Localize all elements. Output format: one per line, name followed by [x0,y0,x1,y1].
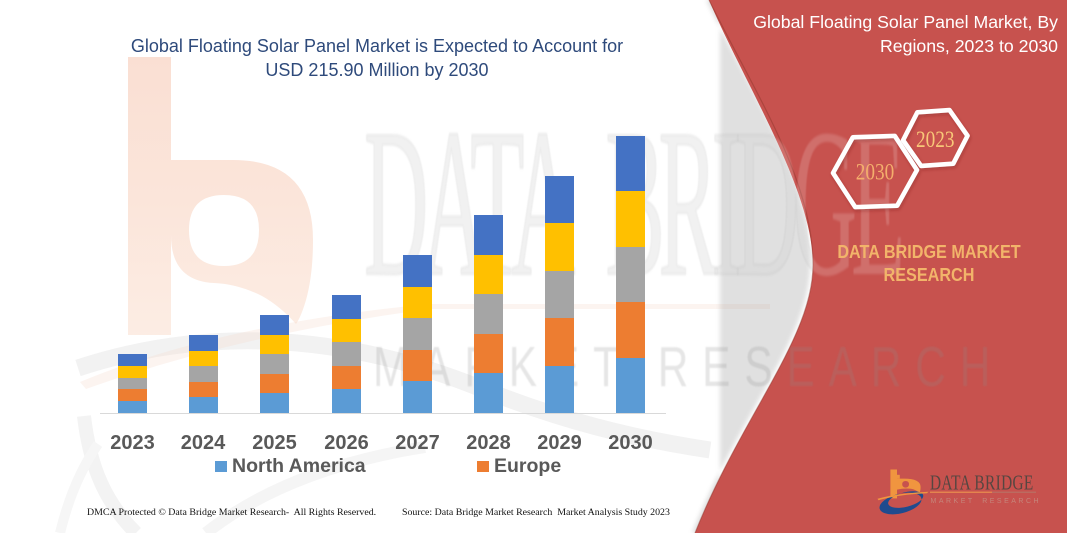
svg-text:DATA BRIDGE: DATA BRIDGE [930,471,1034,494]
svg-text:MARKET RESEARCH: MARKET RESEARCH [931,498,1042,505]
svg-text:2030: 2030 [856,159,895,185]
svg-text:2023: 2023 [916,126,955,152]
